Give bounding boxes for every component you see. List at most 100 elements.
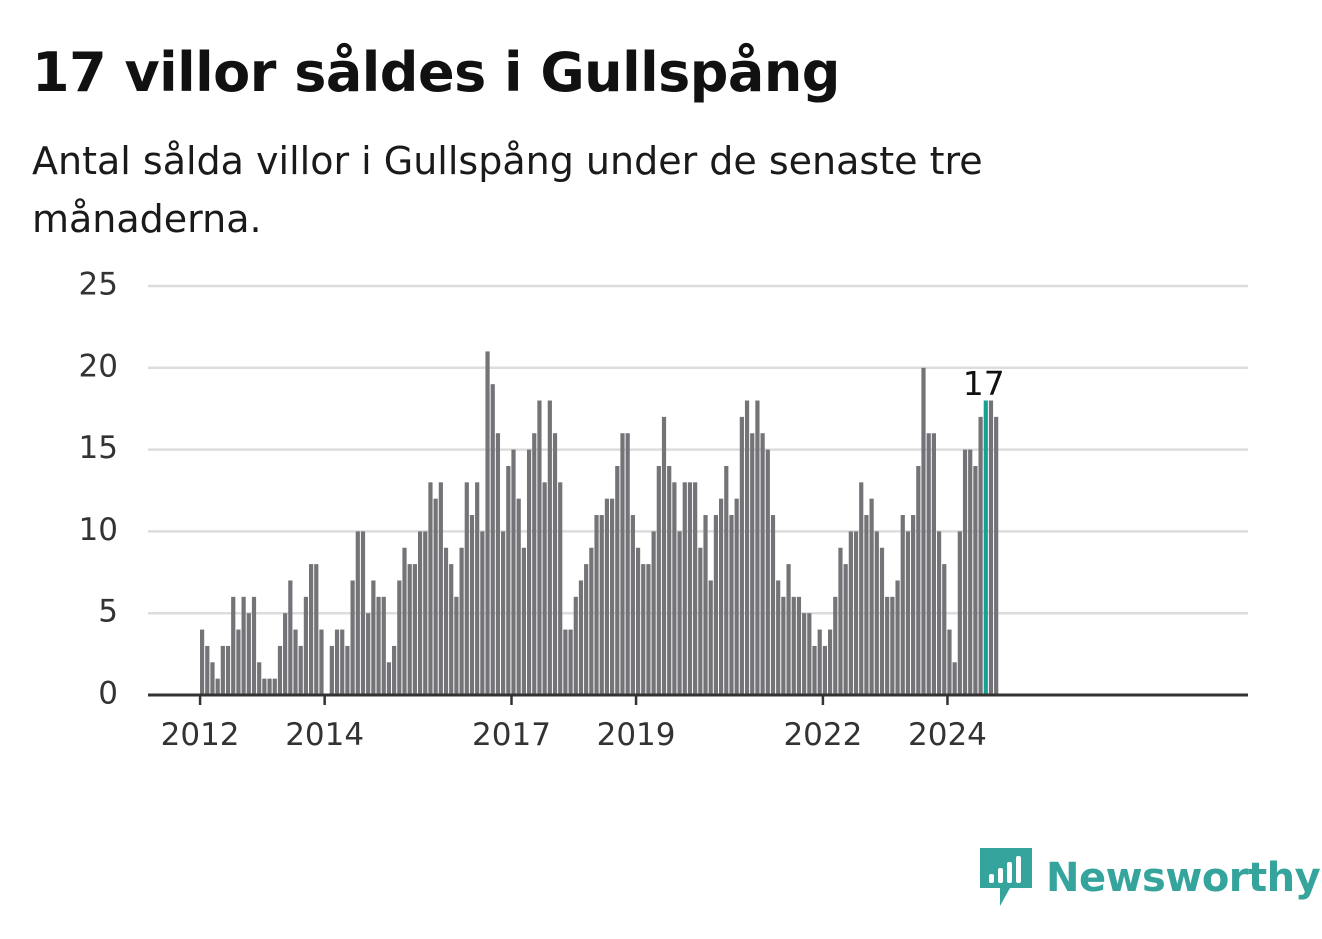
bar [625, 433, 630, 695]
bar [703, 515, 708, 695]
bar [423, 531, 428, 695]
bar [781, 596, 786, 695]
bar [236, 629, 241, 695]
bar [698, 547, 703, 695]
bar [594, 515, 599, 695]
bar [656, 465, 661, 695]
bar [843, 564, 848, 695]
bar [719, 498, 724, 695]
bar [599, 515, 604, 695]
bar [755, 400, 760, 695]
bar [693, 482, 698, 695]
bar [314, 564, 319, 695]
bar [750, 433, 755, 695]
bar [438, 482, 443, 695]
bar [885, 596, 890, 695]
bar [558, 482, 563, 695]
bar [334, 629, 340, 695]
bar [272, 678, 277, 695]
bar [827, 629, 833, 695]
bar [490, 384, 495, 695]
bar [973, 465, 978, 695]
bar [651, 531, 656, 695]
bar [905, 531, 911, 695]
chart-subtitle: Antal sålda villor i Gullspång under de … [32, 139, 983, 241]
bar [770, 515, 776, 695]
chart-title: 17 villor såldes i Gullspång [32, 41, 840, 104]
bar [443, 547, 449, 695]
newsworthy-logo-icon [980, 848, 1032, 906]
y-tick-label: 10 [79, 512, 118, 548]
bar [838, 547, 843, 695]
bar [283, 613, 288, 695]
bar [345, 645, 350, 695]
bar [641, 564, 646, 695]
bar [864, 515, 869, 695]
bar [796, 596, 802, 695]
bar [817, 629, 822, 695]
bar [215, 678, 220, 695]
bar [869, 498, 874, 695]
y-tick-label: 0 [98, 676, 118, 712]
bar [251, 596, 257, 695]
bar [687, 482, 693, 695]
bar [947, 629, 952, 695]
bar [200, 629, 205, 695]
bar [724, 465, 729, 695]
bar [433, 498, 438, 695]
highlight-value-label: 17 [963, 364, 1005, 403]
bar [661, 416, 667, 695]
bar [682, 482, 687, 695]
bar [584, 564, 589, 695]
bar [833, 596, 838, 695]
bar [319, 629, 324, 695]
bar [994, 416, 999, 695]
bar [807, 613, 812, 695]
bar [532, 433, 537, 695]
bar [895, 580, 900, 695]
bar [573, 596, 578, 695]
bar [210, 662, 215, 695]
bar [931, 433, 936, 695]
y-tick-label: 15 [79, 430, 118, 466]
bar [257, 662, 262, 695]
y-tick-label: 25 [79, 267, 118, 303]
bar [459, 547, 464, 695]
bar [968, 449, 973, 695]
y-tick-label: 5 [98, 594, 118, 630]
bar [262, 678, 267, 695]
y-tick-label: 20 [79, 348, 118, 384]
bar [506, 465, 511, 695]
bar [220, 645, 225, 695]
bar [739, 416, 744, 695]
bar [879, 547, 885, 695]
bars [200, 351, 999, 695]
bar [760, 433, 765, 695]
bar [776, 580, 781, 695]
bar [475, 482, 480, 695]
bar [936, 531, 942, 695]
bar [646, 564, 651, 695]
bar [677, 531, 682, 695]
bar [464, 482, 469, 695]
bar [449, 564, 454, 695]
highlighted-bar [983, 400, 988, 695]
bar [417, 531, 423, 695]
bar [412, 564, 417, 695]
gridlines [148, 284, 1248, 615]
bar [786, 564, 791, 695]
bar [381, 596, 386, 695]
bar [589, 547, 594, 695]
bar [516, 498, 521, 695]
y-axis-ticks: 0 5 10 15 20 25 [79, 267, 118, 712]
bar [329, 645, 334, 695]
bar [371, 580, 376, 695]
bar [578, 580, 584, 695]
bar [620, 433, 625, 695]
bar [366, 613, 371, 695]
bar [926, 433, 931, 695]
bar [355, 531, 360, 695]
bar [350, 580, 355, 695]
bar [521, 547, 526, 695]
brand-logo: Newsworthy [980, 848, 1321, 908]
